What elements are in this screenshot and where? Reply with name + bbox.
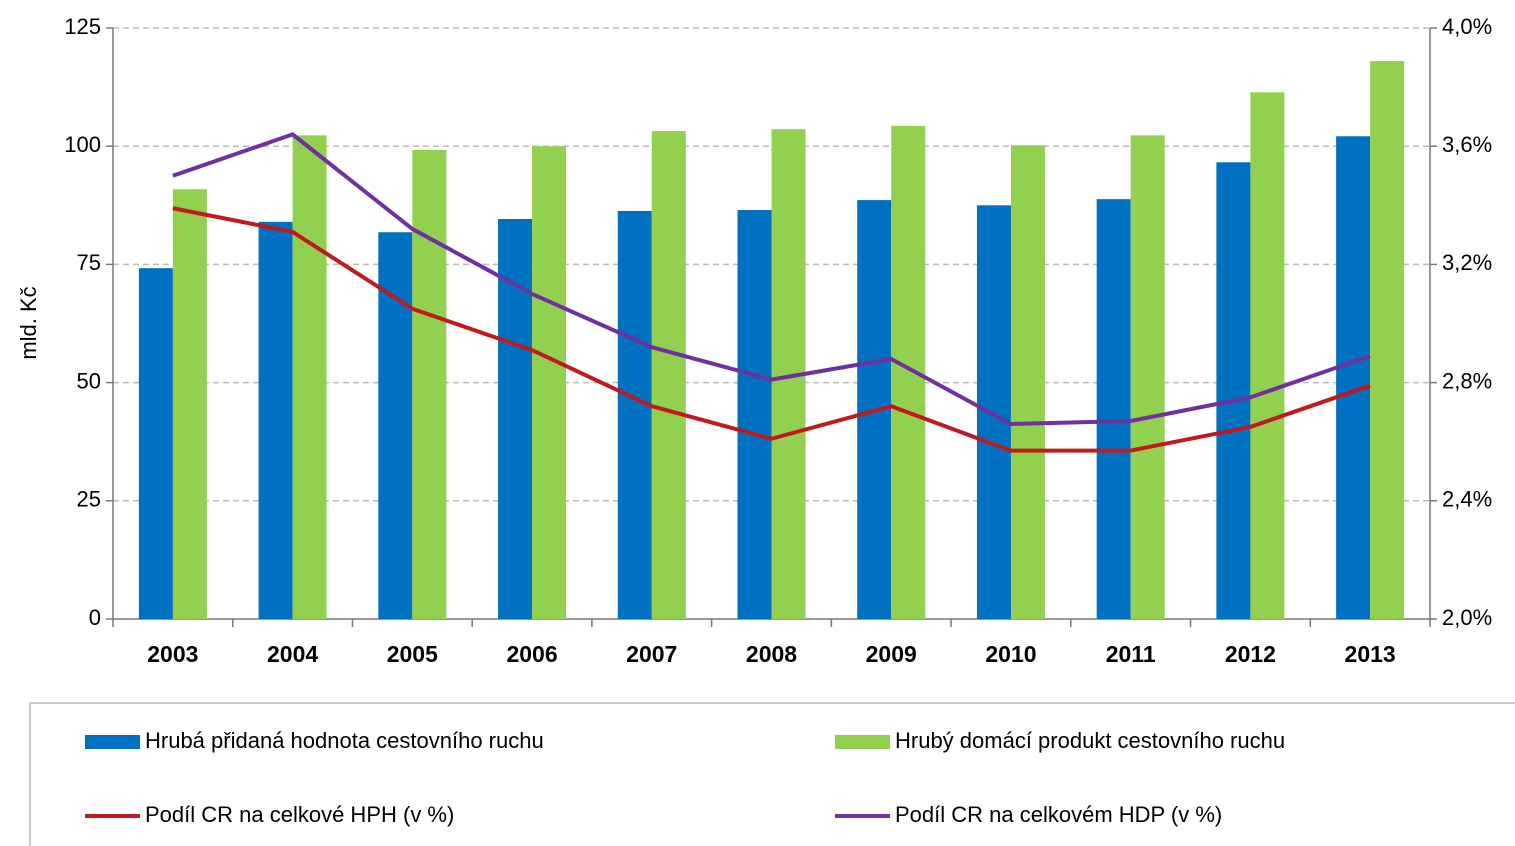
x-tick-label: 2012 xyxy=(1225,641,1276,667)
y-tick-label: 100 xyxy=(64,132,101,157)
bar xyxy=(617,210,652,619)
bar xyxy=(1096,199,1131,619)
x-tick-label: 2003 xyxy=(147,641,198,667)
legend-label: Hrubý domácí produkt cestovního ruchu xyxy=(895,728,1285,753)
y2-tick-label: 2,0% xyxy=(1442,605,1492,630)
bar xyxy=(258,221,293,619)
bar xyxy=(1130,135,1165,619)
bar xyxy=(532,146,567,619)
bar xyxy=(412,149,447,619)
x-tick-label: 2005 xyxy=(387,641,438,667)
y2-tick-label: 2,4% xyxy=(1442,487,1492,512)
bar xyxy=(976,205,1011,620)
bar xyxy=(737,210,772,619)
bar xyxy=(1370,61,1405,619)
y-tick-label: 0 xyxy=(89,605,101,630)
bar xyxy=(138,268,173,619)
x-tick-label: 2007 xyxy=(626,641,677,667)
y-tick-label: 25 xyxy=(77,487,101,512)
legend-label: Hrubá přidaná hodnota cestovního ruchu xyxy=(145,728,544,753)
legend-label: Podíl CR na celkovém HDP (v %) xyxy=(895,802,1222,827)
bar xyxy=(172,189,207,619)
x-tick-label: 2013 xyxy=(1345,641,1396,667)
y2-tick-label: 4,0% xyxy=(1442,14,1492,39)
y-tick-label: 125 xyxy=(64,14,101,39)
legend-box xyxy=(29,702,1515,846)
x-tick-label: 2011 xyxy=(1106,641,1156,667)
line-series xyxy=(172,132,1371,426)
x-tick-label: 2008 xyxy=(746,641,797,667)
bar xyxy=(651,131,686,619)
bar xyxy=(1250,92,1285,620)
y-tick-label: 75 xyxy=(77,250,101,275)
y2-tick-label: 3,6% xyxy=(1442,132,1492,157)
y2-tick-label: 3,2% xyxy=(1442,250,1492,275)
x-tick-label: 2009 xyxy=(866,641,917,667)
y2-tick-label: 2,8% xyxy=(1442,368,1492,393)
bar xyxy=(1336,136,1371,620)
x-tick-label: 2010 xyxy=(985,641,1036,667)
x-tick-label: 2006 xyxy=(506,641,557,667)
bar xyxy=(292,135,327,619)
legend-label: Podíl CR na celkové HPH (v %) xyxy=(145,802,454,827)
legend-swatch xyxy=(85,735,140,749)
line-series xyxy=(172,206,1371,453)
x-tick-label: 2004 xyxy=(267,641,318,667)
y-axis-label: mld. Kč xyxy=(16,286,41,359)
bar xyxy=(1216,162,1251,619)
y-tick-label: 50 xyxy=(77,368,101,393)
bar xyxy=(1010,145,1045,619)
legend-swatch xyxy=(835,735,890,749)
